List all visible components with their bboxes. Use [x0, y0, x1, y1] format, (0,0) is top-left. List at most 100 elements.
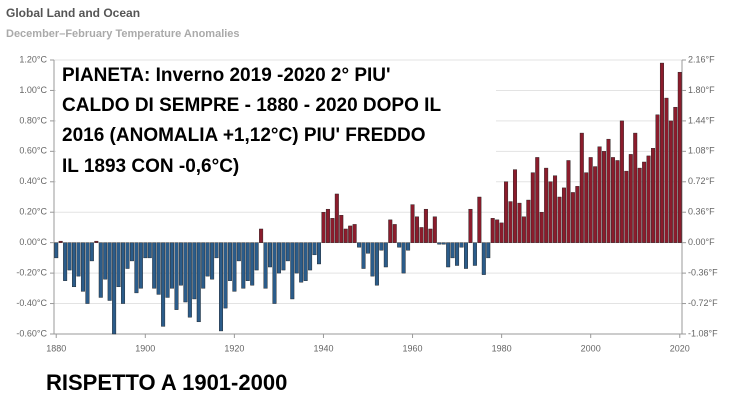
bar: [455, 242, 460, 266]
y-tick-label: 1.00°C: [19, 85, 47, 95]
bar: [321, 212, 326, 243]
bar: [593, 166, 598, 243]
bar: [566, 160, 571, 243]
bar: [406, 242, 411, 251]
bar: [575, 186, 580, 243]
bar: [227, 242, 232, 281]
bar: [312, 242, 317, 256]
bar: [628, 154, 633, 243]
bar: [187, 242, 192, 318]
bar: [490, 218, 495, 243]
bar: [584, 172, 589, 243]
plot-area: -0.60°C -0.40°C -0.20°C 0.00°C 0.20°C 0.40°C 0…: [16, 54, 718, 353]
bar: [250, 242, 255, 286]
bar: [659, 62, 664, 243]
bar: [606, 138, 611, 243]
bar: [553, 175, 558, 243]
bar: [325, 208, 330, 243]
bar: [112, 242, 117, 335]
bar: [637, 167, 642, 243]
y2-tick-label: 1.44°F: [688, 115, 715, 125]
bar: [517, 202, 522, 243]
bar: [236, 242, 241, 262]
bar: [619, 120, 624, 243]
bar: [432, 216, 437, 243]
chart-title: Global Land and Ocean: [6, 6, 140, 20]
x-tick-label: 1980: [492, 343, 512, 353]
bar: [570, 192, 575, 243]
bar: [383, 242, 388, 268]
bar: [339, 215, 344, 243]
x-tick-label: 1900: [135, 343, 155, 353]
bar: [410, 204, 415, 243]
bar: [464, 242, 468, 269]
y-tick-label: 0.00°C: [19, 237, 47, 247]
y2-tick-label: -0.36°F: [688, 267, 718, 277]
bar: [308, 242, 313, 271]
bar: [259, 228, 264, 243]
bar: [561, 187, 566, 243]
bar: [374, 242, 379, 286]
y-tick-label: -0.60°C: [16, 328, 47, 338]
bar: [486, 242, 491, 259]
bar: [107, 242, 112, 301]
bar: [161, 242, 166, 327]
bar: [535, 157, 540, 243]
x-tick-label: 1960: [403, 343, 423, 353]
y-tick-label: -0.20°C: [16, 267, 47, 277]
bar: [450, 242, 455, 259]
y2-tick-label: 0.36°F: [688, 207, 715, 217]
y-tick-label: 1.20°C: [19, 54, 47, 64]
bar: [170, 242, 175, 289]
y2-tick-label: 1.80°F: [688, 85, 715, 95]
bar: [361, 242, 366, 269]
y-tick-label: 0.80°C: [19, 115, 47, 125]
bar: [116, 242, 121, 288]
footnote: RISPETTO A 1901-2000: [46, 370, 287, 395]
bar: [125, 242, 130, 269]
bar: [72, 242, 77, 288]
bar: [138, 242, 143, 289]
bar: [526, 199, 531, 243]
bar: [89, 242, 94, 262]
bar: [472, 242, 477, 266]
bar: [210, 242, 215, 280]
bar: [597, 146, 602, 243]
y-tick-label: 0.60°C: [19, 146, 47, 156]
bar: [588, 157, 593, 243]
bar: [272, 242, 277, 304]
bar: [294, 242, 299, 274]
bar: [299, 242, 304, 283]
y-tick-label: 0.20°C: [19, 207, 47, 217]
bar: [223, 242, 228, 309]
bar: [183, 242, 188, 303]
bar: [276, 242, 281, 274]
bar: [677, 71, 682, 243]
bar: [415, 216, 419, 243]
bar: [178, 242, 183, 286]
annotation-box: [56, 62, 496, 186]
bar: [303, 242, 308, 281]
bar: [80, 242, 85, 292]
bar: [254, 242, 259, 271]
bar: [401, 242, 406, 274]
y2-tick-label: 0.00°F: [688, 237, 715, 247]
bar: [263, 242, 268, 289]
bar: [370, 242, 375, 277]
bar: [334, 193, 339, 243]
bar: [633, 132, 638, 243]
bar: [134, 242, 139, 294]
bar: [232, 242, 237, 292]
bar: [495, 219, 500, 243]
annotation: 2016 (ANOMALIA +1,12°C) PIU' FREDDO: [62, 125, 426, 146]
bar: [459, 242, 464, 248]
x-tick-label: 1920: [224, 343, 244, 353]
bar: [348, 225, 353, 243]
bar: [508, 201, 513, 243]
bar: [668, 120, 673, 243]
bar: [642, 161, 647, 243]
bar: [205, 242, 210, 277]
x-tick-label: 2020: [670, 343, 690, 353]
bar: [290, 242, 295, 300]
